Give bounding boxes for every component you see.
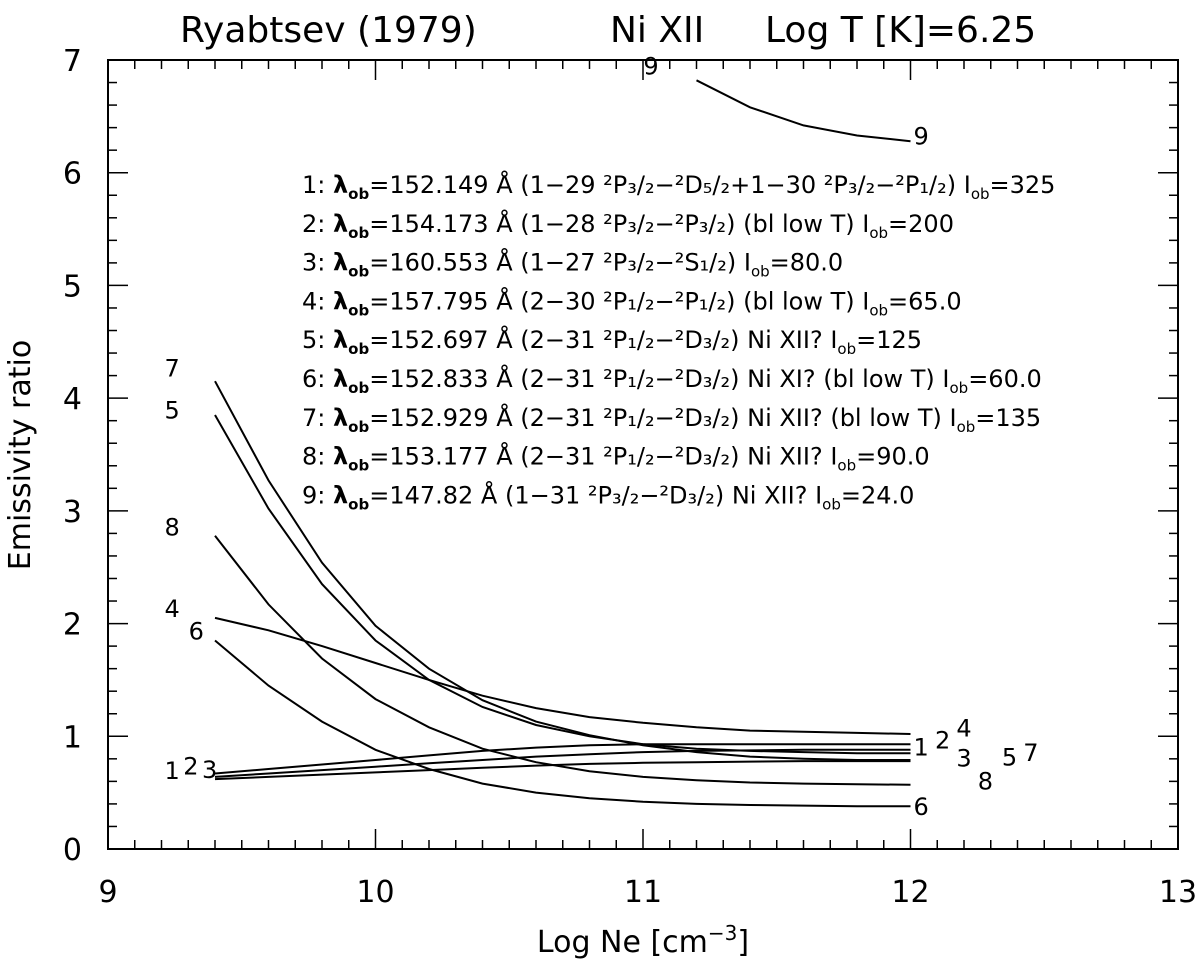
y-tick-label: 5 bbox=[63, 269, 82, 304]
y-tick-label: 0 bbox=[63, 833, 82, 868]
curve-label-right-1: 1 bbox=[914, 733, 929, 761]
series-line-6 bbox=[214, 639, 911, 808]
legend-entry-5: 5: λob=152.697 Å (2−31 ²P₁/₂−²D₃/₂) Ni X… bbox=[302, 325, 922, 358]
curve-label-right-6: 6 bbox=[914, 793, 929, 821]
series-line-4 bbox=[214, 616, 911, 735]
x-tick-label: 12 bbox=[891, 875, 929, 910]
series-line-7 bbox=[214, 380, 911, 761]
x-tick-label: 10 bbox=[356, 875, 394, 910]
legend-entry-4: 4: λob=157.795 Å (2−30 ²P₁/₂−²P₁/₂) (bl … bbox=[302, 286, 962, 319]
y-axis-label: Emissivity ratio bbox=[3, 340, 38, 570]
series-line-1 bbox=[214, 760, 911, 781]
curve-label-right-8: 8 bbox=[978, 767, 993, 795]
series-line-5 bbox=[214, 414, 911, 755]
y-tick-label: 7 bbox=[63, 44, 82, 79]
curve-label-left-7: 7 bbox=[165, 355, 180, 383]
curve-label-left-8: 8 bbox=[165, 514, 180, 542]
curve-label-right-4: 4 bbox=[956, 714, 971, 742]
x-tick-label: 11 bbox=[624, 875, 662, 910]
curve-label-right-5: 5 bbox=[1002, 744, 1017, 772]
legend-entry-3: 3: λob=160.553 Å (1−27 ²P₃/₂−²S₁/₂) Iob=… bbox=[302, 248, 843, 281]
curve-label-right-7: 7 bbox=[1023, 739, 1038, 767]
series-line-8 bbox=[214, 535, 911, 786]
curve-label-left-6: 6 bbox=[189, 617, 204, 645]
curve-label-left-5: 5 bbox=[165, 396, 180, 424]
legend-entry-1: 1: λob=152.149 Å (1−29 ²P₃/₂−²D₅/₂+1−30 … bbox=[302, 170, 1055, 203]
axis-ticks bbox=[107, 59, 1179, 850]
legend: 1: λob=152.149 Å (1−29 ²P₃/₂−²D₅/₂+1−30 … bbox=[302, 170, 1055, 513]
x-axis-label: Log Ne [cm−3] bbox=[537, 921, 749, 960]
curve-label-left-9: 9 bbox=[643, 53, 658, 81]
series-lines bbox=[214, 79, 911, 808]
series-line-2 bbox=[214, 748, 911, 778]
x-tick-label: 13 bbox=[1159, 875, 1197, 910]
legend-entry-9: 9: λob=147.82 Å (1−31 ²P₃/₂−²D₃/₂) Ni XI… bbox=[302, 480, 914, 513]
y-tick-label: 2 bbox=[63, 608, 82, 643]
legend-entry-2: 2: λob=154.173 Å (1−28 ²P₃/₂−²P₃/₂) (bl … bbox=[302, 209, 954, 242]
y-tick-label: 6 bbox=[63, 157, 82, 192]
curve-label-left-2: 2 bbox=[183, 753, 198, 781]
series-line-9 bbox=[696, 79, 911, 143]
curve-label-right-9: 9 bbox=[914, 123, 929, 151]
y-tick-label: 3 bbox=[63, 495, 82, 530]
curve-label-right-2: 2 bbox=[935, 727, 950, 755]
chart-title-ion: Ni XII bbox=[610, 10, 704, 51]
y-tick-label: 1 bbox=[63, 720, 82, 755]
curve-label-right-3: 3 bbox=[956, 745, 971, 773]
curve-label-left-1: 1 bbox=[165, 757, 180, 785]
legend-entry-6: 6: λob=152.833 Å (2−31 ²P₁/₂−²D₃/₂) Ni X… bbox=[302, 364, 1042, 397]
x-tick-label: 9 bbox=[98, 875, 117, 910]
chart-title-temperature: Log T [K]=6.25 bbox=[765, 10, 1036, 51]
legend-entry-8: 8: λob=153.177 Å (2−31 ²P₁/₂−²D₃/₂) Ni X… bbox=[302, 442, 930, 475]
curve-label-left-3: 3 bbox=[202, 756, 217, 784]
curve-label-left-4: 4 bbox=[165, 595, 180, 623]
series-line-3 bbox=[214, 743, 911, 775]
legend-entry-7: 7: λob=152.929 Å (2−31 ²P₁/₂−²D₃/₂) Ni X… bbox=[302, 403, 1041, 436]
chart-title-source: Ryabtsev (1979) bbox=[180, 10, 477, 51]
y-tick-label: 4 bbox=[63, 382, 82, 417]
